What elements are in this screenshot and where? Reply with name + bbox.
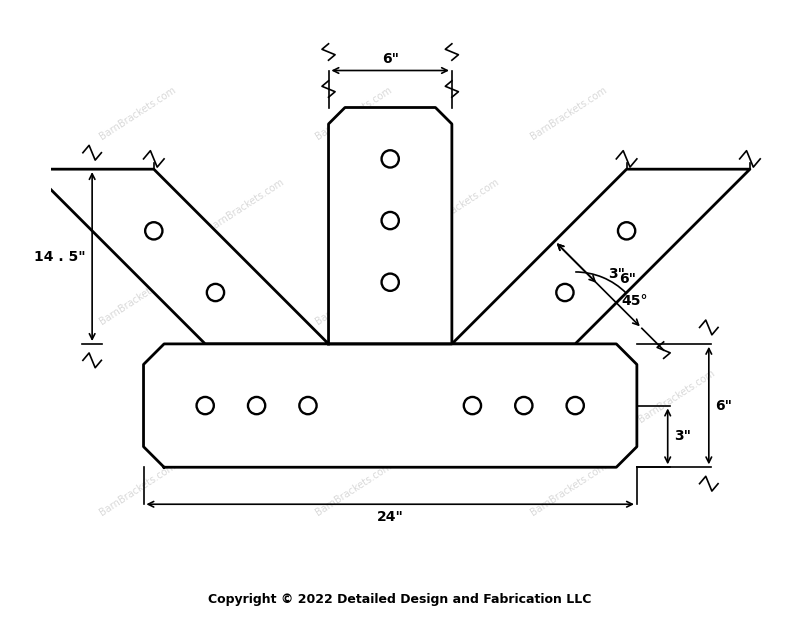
Circle shape <box>145 222 162 239</box>
Text: 24": 24" <box>377 510 404 525</box>
Text: BarnBrackets.com: BarnBrackets.com <box>313 85 394 142</box>
Text: BarnBrackets.com: BarnBrackets.com <box>421 368 501 425</box>
Text: 6": 6" <box>619 271 636 286</box>
Text: BarnBrackets.com: BarnBrackets.com <box>98 460 178 517</box>
Text: 3": 3" <box>609 266 626 281</box>
Text: 6": 6" <box>382 53 398 66</box>
Text: BarnBrackets.com: BarnBrackets.com <box>637 368 717 425</box>
Circle shape <box>566 397 584 414</box>
Text: 3": 3" <box>674 430 691 443</box>
Circle shape <box>197 397 214 414</box>
Text: BarnBrackets.com: BarnBrackets.com <box>98 85 178 142</box>
Text: BarnBrackets.com: BarnBrackets.com <box>421 177 501 234</box>
Text: BarnBrackets.com: BarnBrackets.com <box>206 368 286 425</box>
Text: BarnBrackets.com: BarnBrackets.com <box>313 460 394 517</box>
Circle shape <box>299 397 317 414</box>
Circle shape <box>382 150 399 167</box>
Circle shape <box>382 212 399 229</box>
Text: BarnBrackets.com: BarnBrackets.com <box>637 177 717 234</box>
Text: BarnBrackets.com: BarnBrackets.com <box>529 270 609 327</box>
Polygon shape <box>143 344 637 467</box>
Circle shape <box>618 222 635 239</box>
Circle shape <box>515 397 533 414</box>
Text: 45°: 45° <box>622 294 648 308</box>
Text: BarnBrackets.com: BarnBrackets.com <box>529 85 609 142</box>
Circle shape <box>207 284 224 301</box>
Text: 6": 6" <box>715 399 732 413</box>
Text: BarnBrackets.com: BarnBrackets.com <box>98 270 178 327</box>
Circle shape <box>464 397 481 414</box>
Text: Copyright © 2022 Detailed Design and Fabrication LLC: Copyright © 2022 Detailed Design and Fab… <box>208 593 592 606</box>
Text: BarnBrackets.com: BarnBrackets.com <box>313 270 394 327</box>
Polygon shape <box>30 169 329 344</box>
Text: 14 . 5": 14 . 5" <box>34 250 86 263</box>
Circle shape <box>556 284 574 301</box>
Text: BarnBrackets.com: BarnBrackets.com <box>529 460 609 517</box>
Polygon shape <box>329 108 452 344</box>
Circle shape <box>382 274 399 291</box>
Polygon shape <box>452 169 750 344</box>
Text: BarnBrackets.com: BarnBrackets.com <box>206 177 286 234</box>
Circle shape <box>248 397 266 414</box>
